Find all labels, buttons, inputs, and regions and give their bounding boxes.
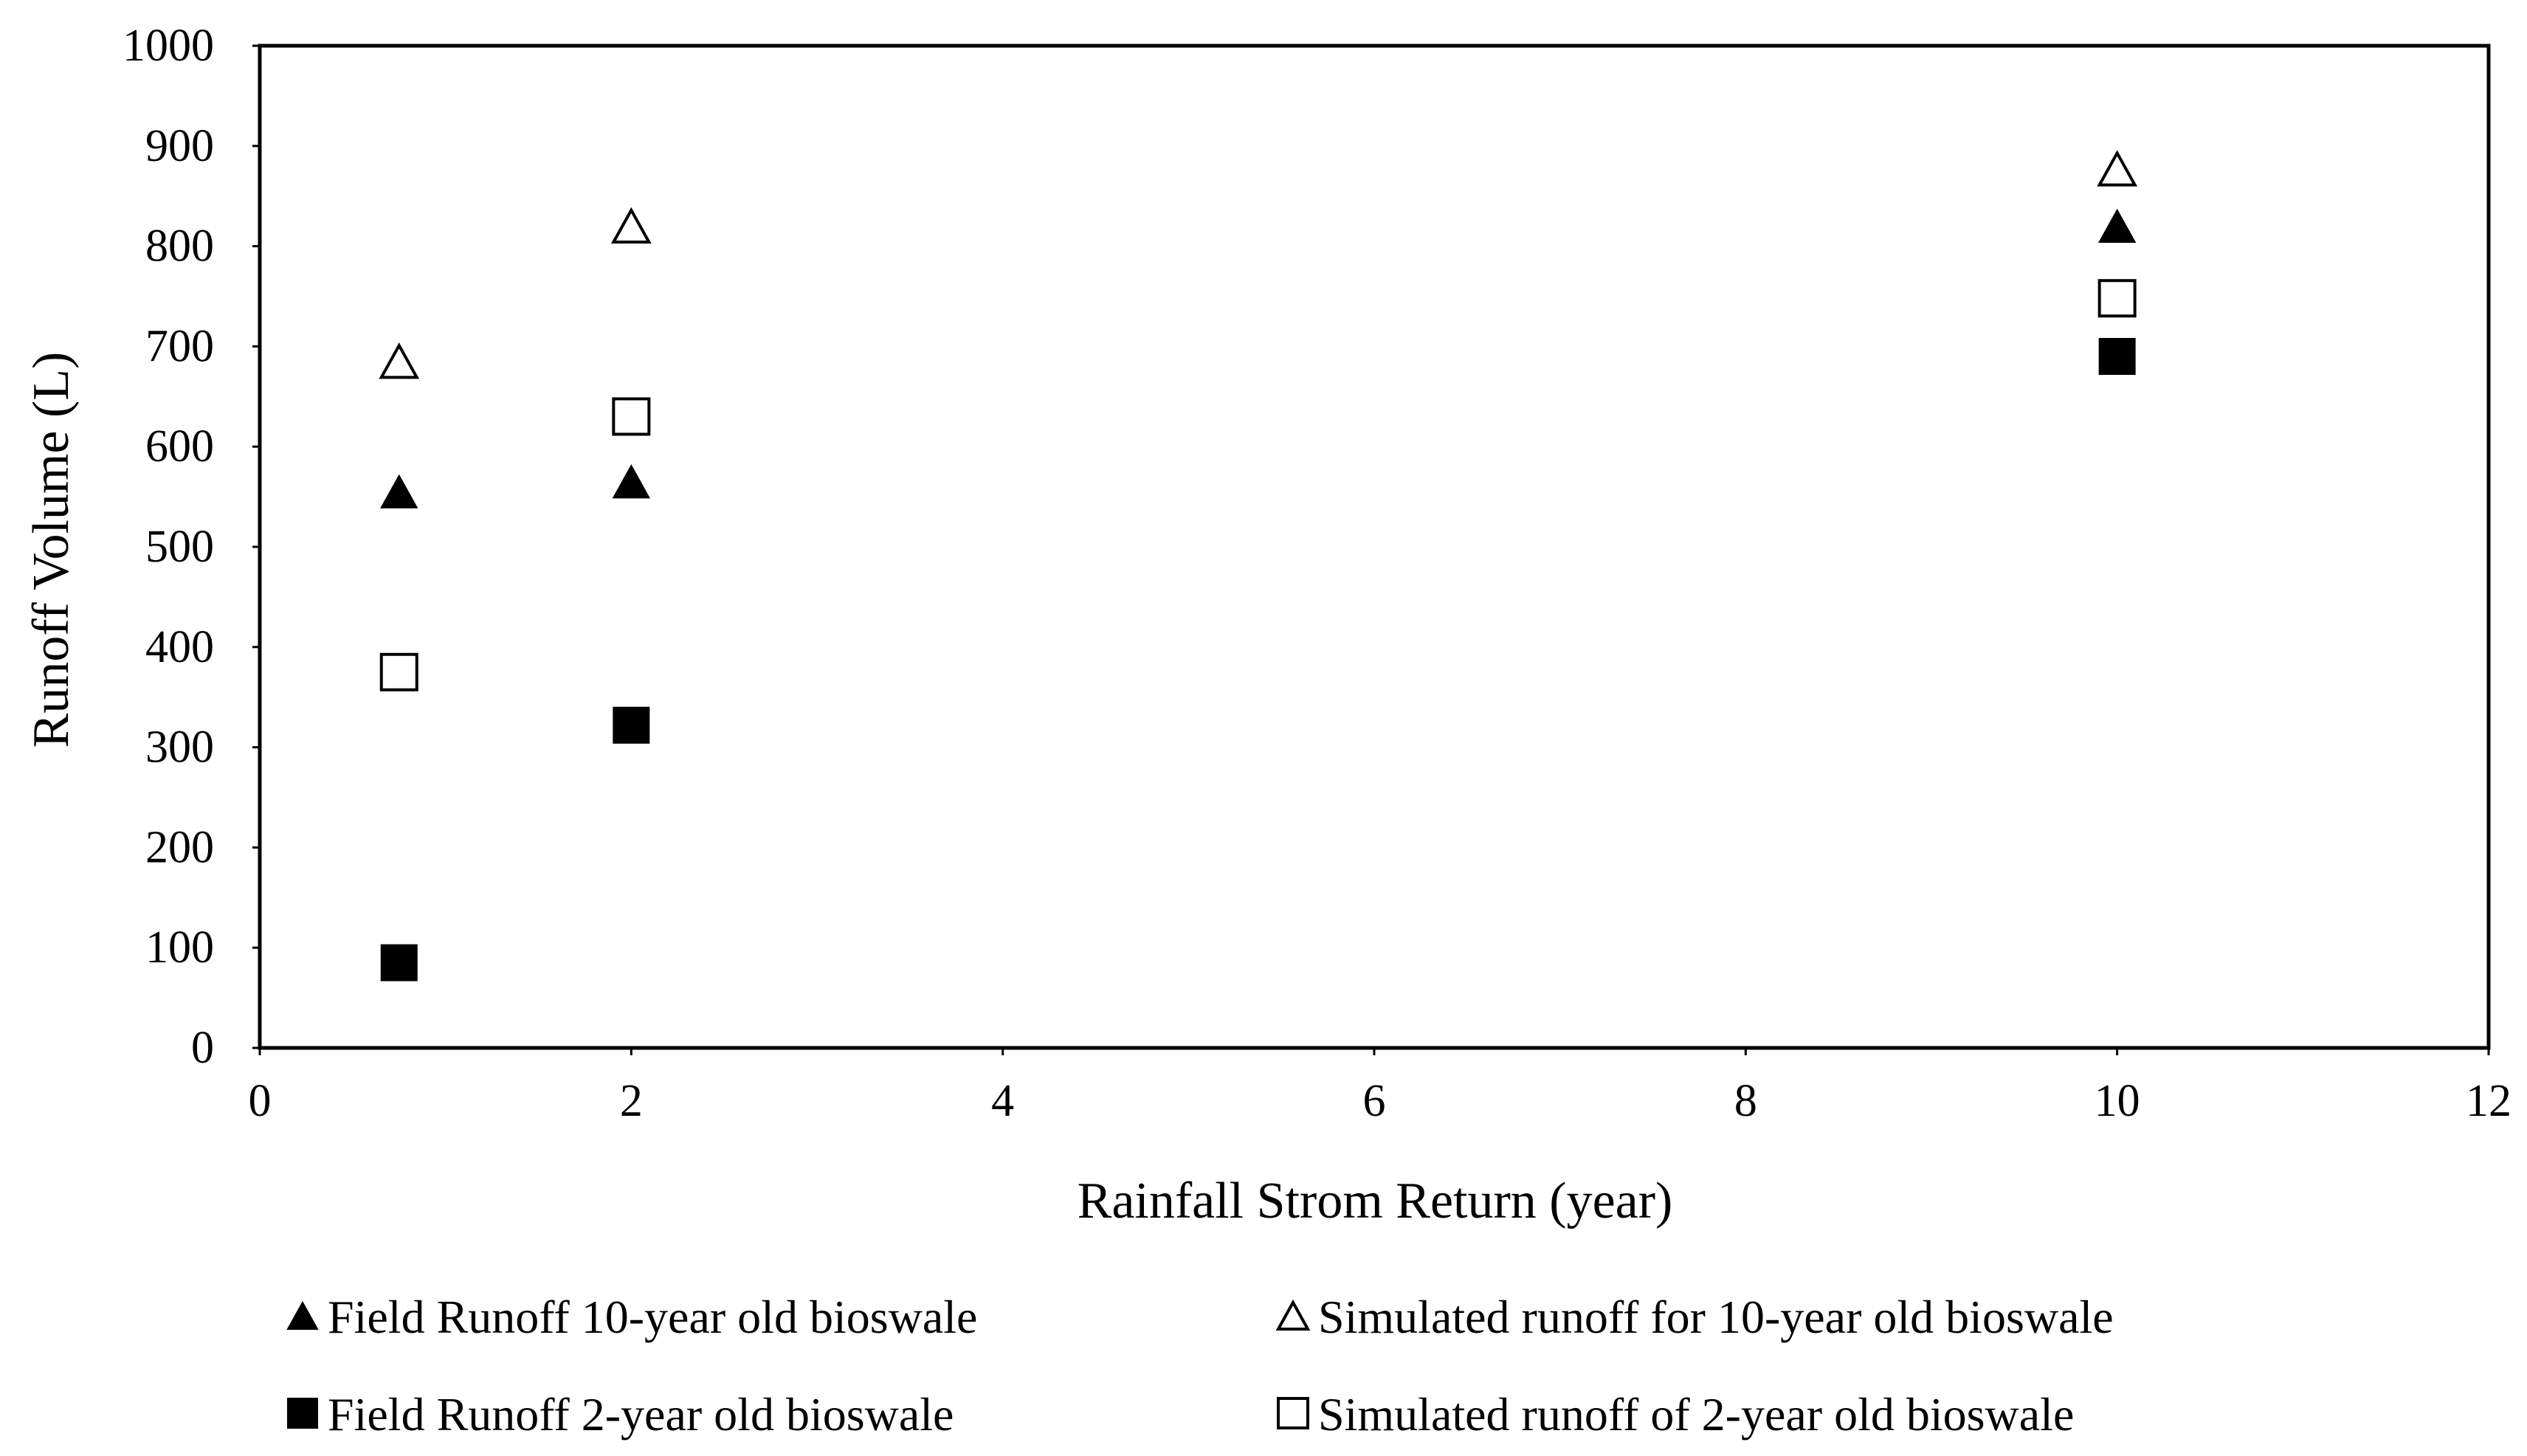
data-point-triangle-open [379,342,420,379]
y-tick-label: 200 [145,822,214,872]
data-point-triangle-open [610,207,652,244]
data-point-square-open [612,397,651,436]
x-tick-label: 0 [249,1076,272,1126]
data-point-triangle-filled [612,464,651,499]
legend-label: Simulated runoff of 2-year old bioswale [1318,1388,2074,1441]
y-tick-label: 1000 [123,21,214,71]
y-tick-label: 600 [145,421,214,472]
y-tick-label: 100 [145,922,214,973]
legend-marker-square-open [1277,1397,1309,1429]
legend-marker-square-filled [287,1398,318,1429]
x-tick-label: 6 [1363,1076,1386,1126]
y-tick-label: 700 [145,321,214,371]
legend-marker-triangle-open [1275,1299,1311,1331]
x-axis-title: Rainfall Strom Return (year) [1078,1173,1673,1229]
data-point-triangle-filled [2097,208,2137,244]
data-point-square-open [379,652,418,691]
data-point-square-filled [380,944,418,981]
x-tick-label: 4 [991,1076,1014,1126]
data-point-triangle-open [2097,150,2138,187]
y-tick-label: 800 [145,221,214,272]
data-point-square-filled [2098,337,2136,375]
y-tick-label: 900 [145,121,214,171]
x-tick-label: 8 [1734,1076,1757,1126]
plot-area-border [258,44,2491,1050]
x-tick-label: 12 [2466,1076,2512,1126]
data-point-square-filled [613,706,650,744]
legend-marker-triangle-filled [286,1300,319,1330]
y-axis-title: Runoff Volume (L) [23,352,80,748]
y-tick-label: 0 [191,1023,214,1073]
y-tick-label: 400 [145,622,214,672]
data-point-triangle-filled [380,474,418,508]
data-point-square-open [2097,279,2137,318]
legend-label: Field Runoff 10-year old bioswale [328,1291,977,1343]
x-tick-label: 10 [2095,1076,2140,1126]
y-tick-label: 500 [145,522,214,572]
legend-label: Field Runoff 2-year old bioswale [328,1388,954,1441]
legend: Field Runoff 10-year old bioswale Simulat… [286,1291,2114,1441]
y-tick-label: 300 [145,722,214,773]
x-tick-label: 2 [620,1076,643,1126]
legend-label: Simulated runoff for 10-year old bioswal… [1318,1291,2114,1343]
